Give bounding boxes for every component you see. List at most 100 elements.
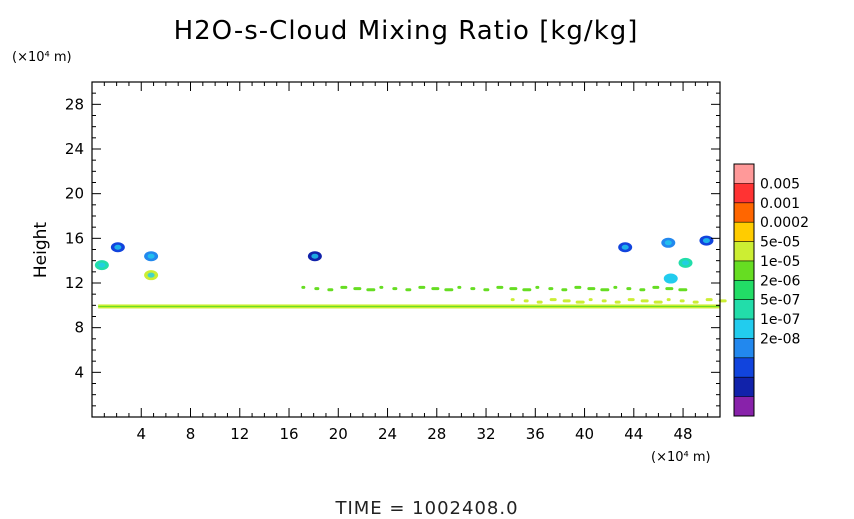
cloud-blob-core [667, 276, 675, 282]
time-label: TIME = 1002408.0 [334, 498, 518, 519]
x-tick-label: 40 [575, 425, 594, 443]
y-tick-label: 20 [65, 185, 84, 203]
y-tick-label: 16 [65, 229, 84, 247]
cloud-streak-segment [587, 287, 596, 291]
x-tick-label: 12 [230, 425, 249, 443]
cloud-streak-segment [523, 299, 529, 303]
cloud-streak-segment [666, 298, 671, 302]
cloud-streak-segment [444, 288, 454, 292]
cloud-streak-segment [405, 288, 412, 292]
colorbar-swatch [734, 299, 754, 320]
y-unit-label: (×10⁴ m) [12, 50, 72, 65]
cloud-streak-segment [522, 288, 532, 292]
x-tick-label: 32 [476, 425, 495, 443]
cloud-streak-segment [600, 288, 610, 292]
cloud-streak-segment [627, 298, 635, 302]
cloud-streak-segment [483, 288, 490, 292]
colorbar-swatch [734, 260, 754, 281]
colorbar-label: 5e-07 [760, 293, 800, 309]
cloud-blob-core [621, 244, 629, 250]
cloud-streak-segment [678, 288, 688, 292]
cloud-streak-segment [457, 285, 462, 289]
cloud-blob-core [98, 262, 106, 268]
cloud-streak-segment [640, 299, 649, 303]
cloud-streak-segment [418, 285, 426, 289]
plot-features [94, 235, 727, 309]
colorbar-swatch [734, 338, 754, 359]
cloud-streak-segment [588, 298, 593, 302]
colorbar: 0.005 0.001 0.0002 5e-05 1e-05 2e-06 5e-07 1e-0… [733, 163, 809, 417]
colorbar-label: 1e-07 [760, 312, 800, 328]
cloud-blob-core [147, 253, 155, 259]
cloud-streak-segment [653, 300, 663, 304]
x-tick-label: 8 [186, 425, 196, 443]
y-tick-label: 12 [65, 274, 84, 292]
y-tick-label: 24 [65, 140, 84, 158]
y-axis-label: Height [31, 222, 51, 279]
x-unit-label: (×10⁴ m) [651, 450, 711, 465]
cloud-streak-segment [561, 288, 568, 292]
colorbar-label: 0.0002 [760, 215, 809, 231]
cloud-streak-segment [614, 300, 621, 304]
cloud-streak-segment [314, 287, 320, 291]
cloud-streak-segment [613, 285, 618, 289]
cloud-blob-core [147, 272, 155, 278]
cloud-streak-segment [496, 285, 504, 289]
chart-title: H2O-s-Cloud Mixing Ratio [kg/kg] [174, 16, 639, 46]
colorbar-swatch [734, 280, 754, 301]
cloud-streak-segment [535, 285, 540, 289]
colorbar-swatch [734, 183, 754, 204]
cloud-streak-segment [431, 287, 440, 291]
colorbar-label: 0.005 [760, 176, 800, 192]
cloud-streak-segment [575, 300, 585, 304]
colorbar-swatch [734, 202, 754, 223]
cloud-blob-core [311, 253, 319, 259]
colorbar-swatch [734, 357, 754, 378]
cloud-streak-segment [379, 285, 384, 289]
x-tick-label: 28 [427, 425, 446, 443]
x-tick-label: 16 [279, 425, 298, 443]
cloud-streak-segment [665, 287, 674, 291]
cloud-streak-segment [639, 288, 646, 292]
cloud-streak-segment [509, 287, 518, 291]
cloud-streak-segment [705, 298, 713, 302]
colorbar-label: 0.001 [760, 196, 800, 212]
colorbar-label: 1e-05 [760, 254, 800, 270]
cloud-blob-core [114, 244, 122, 250]
colorbar-swatch [734, 164, 754, 184]
cloud-streak-segment [718, 299, 727, 303]
cloud-streak-segment [327, 288, 334, 292]
cloud-streak-segment [366, 288, 376, 292]
cloud-streak-segment [548, 287, 554, 291]
x-tick-label: 24 [378, 425, 397, 443]
cloud-streak-segment [470, 287, 476, 291]
y-tick-label: 4 [74, 363, 84, 381]
cloud-blob-core [682, 260, 690, 266]
cloud-streak-segment [392, 287, 398, 291]
cloud-streak-segment [353, 287, 362, 291]
cloud-streak-segment [626, 287, 632, 291]
colorbar-swatch [734, 319, 754, 339]
colorbar-swatch [734, 377, 754, 398]
cloud-streak-segment [562, 299, 571, 303]
cloud-blob-core [664, 240, 672, 246]
colorbar-frame [733, 163, 755, 417]
cloud-blob-core [702, 238, 710, 244]
cloud-streak-segment [510, 298, 515, 302]
x-tick-label: 4 [136, 425, 146, 443]
cloud-streak-segment [601, 299, 607, 303]
x-axis-ticks: 4 8 12 16 20 24 28 32 36 40 44 48 [103, 82, 709, 443]
cloud-streak-segment [340, 285, 348, 289]
colorbar-label: 2e-06 [760, 273, 800, 289]
x-tick-label: 20 [329, 425, 348, 443]
cloud-streak-segment [679, 299, 685, 303]
x-tick-label: 44 [624, 425, 643, 443]
cloud-streak-segment [549, 298, 557, 302]
x-tick-label: 48 [674, 425, 693, 443]
colorbar-swatch [734, 396, 754, 417]
cloud-streak-segment [301, 285, 306, 289]
cloud-streak-segment [652, 285, 660, 289]
cloud-streak-segment [692, 300, 699, 304]
colorbar-swatch [734, 222, 754, 243]
colorbar-label: 5e-05 [760, 235, 800, 251]
